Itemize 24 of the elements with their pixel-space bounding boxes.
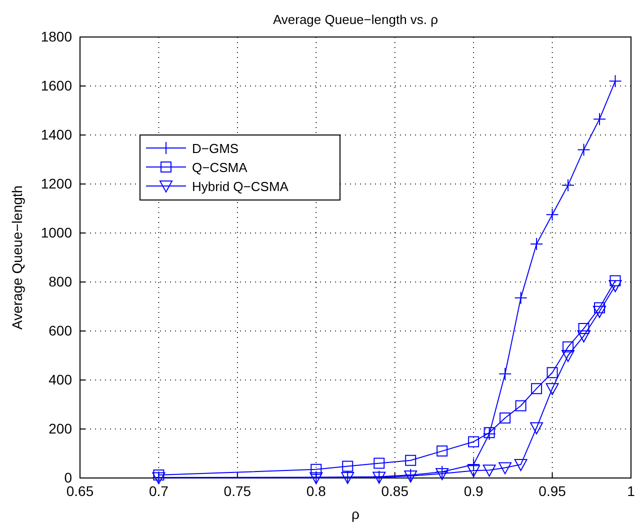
y-tick-label: 1200 [40, 175, 72, 192]
x-tick-label: 0.65 [66, 482, 94, 499]
y-tick-label: 400 [48, 371, 72, 388]
legend-label: Q−CSMA [192, 160, 248, 175]
x-tick-label: 0.95 [538, 482, 566, 499]
y-tick-label: 1600 [40, 77, 72, 94]
x-axis-title: ρ [352, 506, 360, 522]
x-tick-label: 0.75 [224, 482, 252, 499]
x-tick-label: 0.9 [464, 482, 484, 499]
x-tick-label: 1 [627, 482, 636, 499]
x-tick-label: 0.8 [306, 482, 326, 499]
x-tick-label: 0.7 [148, 482, 169, 499]
y-tick-label: 1000 [40, 224, 72, 240]
x-tick-label: 0.85 [381, 482, 409, 499]
y-tick-label: 200 [48, 420, 72, 436]
y-tick-label: 600 [48, 322, 72, 338]
y-tick-label: 800 [48, 273, 72, 290]
y-tick-label: 1400 [40, 126, 72, 142]
y-tick-label: 0 [64, 469, 72, 486]
legend-label: Hybrid Q−CSMA [192, 179, 289, 194]
chart-title: Average Queue−length vs. ρ [272, 12, 438, 27]
legend-label: D−GMS [192, 141, 239, 156]
y-tick-label: 1800 [40, 28, 72, 44]
y-axis-title: Average Queue−length [9, 185, 25, 330]
